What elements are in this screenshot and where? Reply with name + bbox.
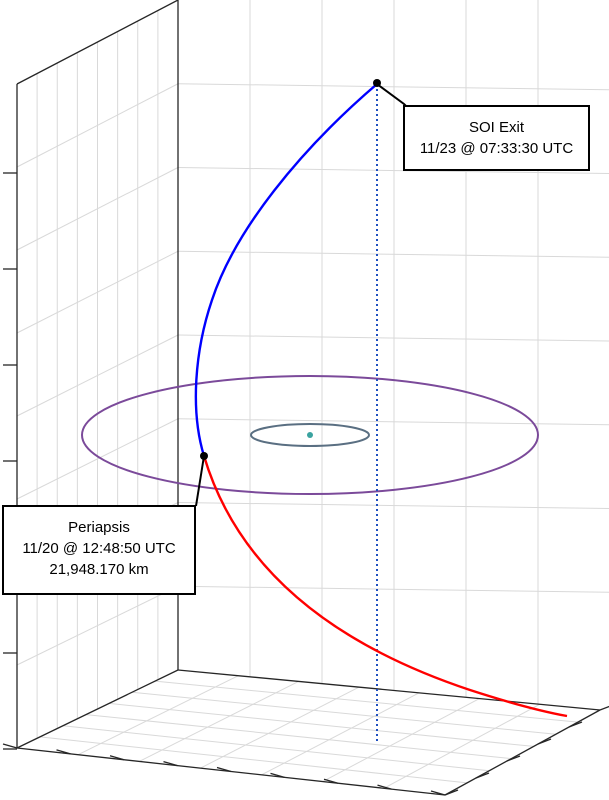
- floor-gridline: [322, 698, 480, 783]
- central-body: [307, 432, 313, 438]
- floor-left-edge: [16, 669, 179, 749]
- floor-gridline: [383, 703, 540, 789]
- left-wall-gridline: [16, 585, 179, 666]
- floor-gridline: [62, 725, 490, 772]
- soi-exit-annotation: SOI Exit 11/23 @ 07:33:30 UTC: [403, 105, 590, 171]
- soi-exit-title: SOI Exit: [468, 119, 524, 136]
- x-axis-tick: [2, 743, 18, 749]
- x-axis-tick: [430, 790, 446, 796]
- floor-gridline: [261, 692, 420, 776]
- periapsis-annotation: Periapsis 11/20 @ 12:48:50 UTC 21,948.17…: [2, 505, 196, 595]
- left-wall-gridline: [16, 83, 179, 168]
- floor-gridline: [154, 680, 578, 723]
- periapsis-time: 11/20 @ 12:48:50 UTC: [22, 540, 176, 557]
- floor-back-edge: [177, 669, 601, 711]
- inbound-trajectory: [202, 455, 568, 718]
- large-orbit: [81, 375, 539, 495]
- x-axis-tick: [377, 784, 392, 790]
- y-axis-tick: [537, 738, 552, 745]
- soi-exit-time: 11/23 @ 07:33:30 UTC: [419, 140, 574, 157]
- floor-right-edge: [444, 709, 601, 796]
- x-axis-tick: [270, 772, 285, 778]
- left-wall-gridline: [16, 250, 179, 334]
- x-axis-tick: [216, 766, 232, 773]
- x-axis-tick: [56, 749, 71, 755]
- floor-gridline: [108, 702, 534, 747]
- left-wall-gridline: [16, 418, 179, 500]
- periapsis-altitude: 21,948.170 km: [49, 561, 149, 578]
- periapsis-title: Periapsis: [68, 519, 130, 536]
- left-wall-gridline: [16, 334, 179, 417]
- y-axis-tick: [568, 721, 583, 728]
- floor-gridline: [200, 686, 360, 769]
- grid-lines: [16, 0, 609, 789]
- floor-gridline: [131, 691, 556, 735]
- floor-gridline: [85, 714, 512, 760]
- x-axis-tick: [323, 778, 339, 784]
- small-orbit: [250, 423, 370, 447]
- y-axis-tick: [506, 755, 521, 762]
- outbound-trajectory: [194, 83, 378, 457]
- periapsis-marker: [200, 452, 208, 460]
- floor-gridline: [77, 675, 239, 756]
- x-axis-tick: [109, 755, 125, 761]
- y-axis-tick: [444, 789, 459, 796]
- x-axis-tick: [163, 761, 178, 767]
- y-axis-tick: [599, 705, 609, 711]
- soi-exit-marker: [373, 79, 381, 87]
- floor-gridline: [39, 736, 468, 784]
- y-axis-tick: [475, 772, 490, 779]
- periapsis-leader-line: [195, 455, 205, 507]
- left-wall-gridline: [16, 167, 179, 251]
- top-axis-edge: [16, 0, 179, 85]
- floor-gridline: [139, 680, 299, 762]
